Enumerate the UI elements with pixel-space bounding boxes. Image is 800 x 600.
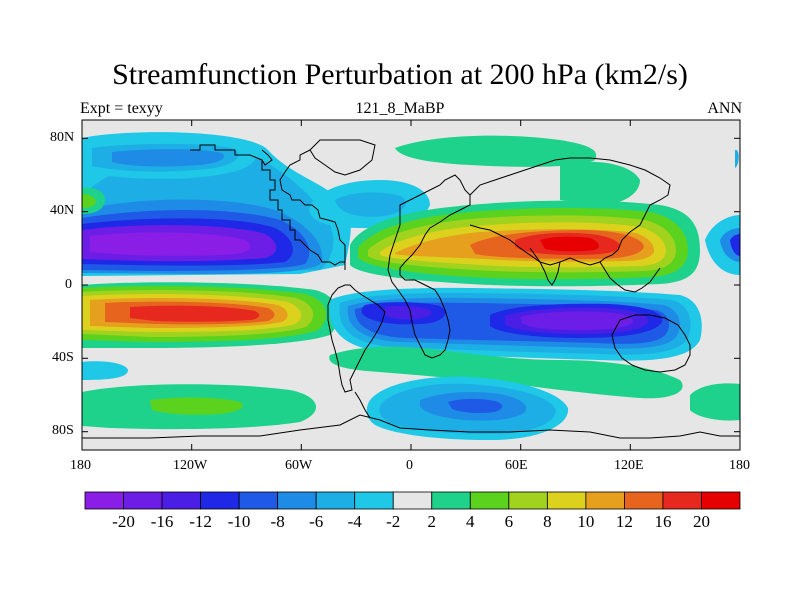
coastline-indian-subcontinent	[529, 247, 561, 286]
y-tick-80n: 80N	[50, 130, 75, 145]
contour-field	[82, 120, 740, 450]
contour-neg-8-south	[448, 398, 503, 413]
colorbar-label: -16	[150, 512, 174, 531]
colorbar-label: 10	[577, 512, 595, 531]
colorbar-box	[277, 491, 317, 510]
axis-ticks	[81, 120, 741, 450]
coastline-antarctica	[82, 414, 740, 439]
colorbar-box	[161, 491, 201, 510]
contour-pos-north-east-2	[560, 161, 640, 205]
y-tick-40n: 40N	[50, 203, 75, 218]
colorbar-label: -10	[227, 512, 251, 531]
colorbar-label: -2	[386, 512, 401, 531]
colorbar-box	[662, 491, 702, 510]
colorbar-box	[84, 491, 124, 510]
colorbar-label: -6	[309, 512, 324, 531]
coastline-europe-africa	[387, 174, 471, 359]
colorbar-box	[354, 491, 394, 510]
colorbar-label: 12	[615, 512, 633, 531]
coastline-antarctic-peninsula	[354, 391, 371, 419]
colorbar-label: 4	[466, 512, 475, 531]
colorbar-box	[701, 491, 741, 510]
colorbar-box	[624, 491, 664, 510]
colorbar-label: 8	[543, 512, 552, 531]
coastline-alaska	[261, 149, 273, 166]
x-tick-60w: 60W	[285, 458, 313, 473]
colorbar-box	[469, 491, 510, 510]
coastline-southeast-asia	[599, 261, 661, 293]
colorbar-box	[508, 491, 548, 510]
coastlines	[82, 139, 740, 439]
contour-pos-strip-west-core	[82, 194, 96, 208]
colorbar-box	[123, 491, 163, 510]
contour-neg-mid-north-core	[335, 192, 406, 217]
contour-blob-nw-core	[112, 149, 224, 167]
colorbar-box	[200, 491, 240, 510]
coastline-north-america	[190, 144, 346, 270]
colorbar-box	[238, 491, 279, 510]
contour-neg-sw-small	[82, 361, 128, 380]
contour-neg-far-east-north	[735, 149, 739, 168]
colorbar-label: -8	[270, 512, 285, 531]
colorbar-label: 2	[427, 512, 437, 531]
contour-neg-far-east-core2	[730, 234, 740, 256]
colorbar-box	[585, 491, 625, 510]
contour-neg-12-se-west	[384, 306, 432, 320]
colorbar-label: -4	[347, 512, 362, 531]
contour-neg-16-se-east	[520, 311, 634, 330]
map-title: Streamfunction Perturbation at 200 hPa (…	[112, 58, 688, 91]
colorbar-label: 20	[692, 512, 710, 531]
x-tick-120e: 120E	[614, 458, 644, 473]
contour-min-north-west	[90, 232, 251, 256]
colorbar-box	[431, 491, 471, 510]
colorbar-label: -20	[112, 512, 135, 531]
colorbar-label: 16	[654, 512, 672, 531]
x-tick-0: 0	[406, 458, 413, 473]
coastline-asia	[469, 157, 671, 266]
coastline-north-america-east	[279, 149, 346, 262]
colorbar-label: -12	[189, 512, 212, 531]
y-tick-40s: 40S	[52, 350, 74, 365]
colorbar	[84, 491, 741, 510]
colorbar-box	[315, 491, 356, 510]
x-tick-60e: 60E	[505, 458, 528, 473]
colorbar-box	[392, 491, 433, 510]
coastline-south-america	[327, 284, 386, 393]
case-label: 121_8_MaBP	[355, 100, 445, 117]
contour-pos-16-sw	[130, 305, 260, 322]
y-tick-80s: 80S	[52, 423, 74, 438]
y-tick-0: 0	[65, 277, 72, 292]
x-tick-180w: 180	[70, 458, 91, 473]
x-tick-180e: 180	[729, 458, 750, 473]
coastline-greenland	[309, 139, 376, 176]
colorbar-box	[546, 491, 587, 510]
contour-pos-south-east	[690, 383, 740, 421]
coastline-australia	[611, 314, 691, 373]
colorbar-label: 6	[504, 512, 514, 531]
contour-pos-4-south-west	[150, 397, 243, 415]
contour-pos-20-asia	[540, 236, 599, 252]
season-label: ANN	[707, 100, 742, 117]
contour-pos-north-east	[395, 135, 597, 167]
contour-pos-south-mid	[329, 346, 683, 399]
x-tick-120w: 120W	[173, 458, 208, 473]
experiment-label: Expt = texyy	[80, 100, 163, 117]
